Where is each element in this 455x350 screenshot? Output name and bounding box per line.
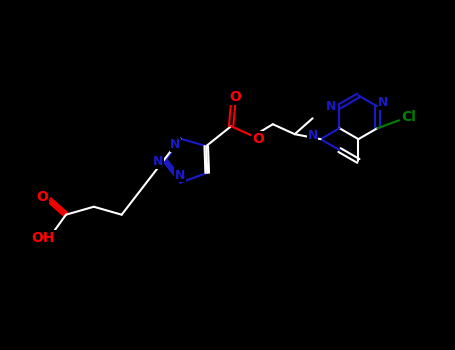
Text: N: N (170, 138, 181, 151)
Text: N: N (308, 129, 318, 142)
Text: O: O (252, 132, 264, 146)
Text: N: N (153, 155, 164, 168)
Text: N: N (326, 100, 337, 113)
Text: O: O (229, 90, 241, 104)
Text: N: N (378, 96, 389, 109)
Text: OH: OH (31, 231, 55, 245)
Text: N: N (175, 169, 185, 182)
Text: O: O (36, 190, 48, 204)
Text: Cl: Cl (402, 110, 417, 124)
